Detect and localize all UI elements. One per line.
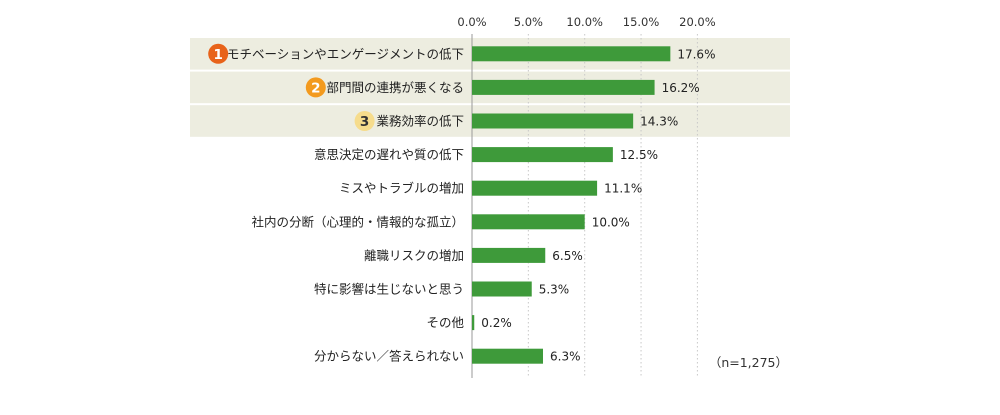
- category-label: その他: [426, 315, 464, 330]
- x-tick-label: 5.0%: [514, 15, 543, 29]
- bar: [472, 281, 532, 297]
- category-label: 分からない／答えられない: [314, 349, 464, 364]
- x-tick-label: 10.0%: [566, 15, 603, 29]
- value-label: 6.5%: [552, 249, 583, 263]
- value-label: 0.2%: [481, 316, 512, 330]
- rank-badge-label: 2: [311, 80, 320, 96]
- bar: [472, 247, 546, 263]
- bar: [472, 46, 671, 62]
- category-label: 意思決定の遅れや質の低下: [314, 147, 464, 162]
- category-label: 部門間の連携が悪くなる: [326, 80, 464, 95]
- category-label: 社内の分断（心理的・情報的な孤立）: [251, 214, 464, 229]
- value-label: 11.1%: [604, 182, 642, 196]
- value-label: 6.3%: [550, 350, 581, 364]
- category-label: ミスやトラブルの増加: [339, 181, 464, 196]
- rank-badge-label: 1: [213, 47, 222, 63]
- value-label: 12.5%: [620, 148, 658, 162]
- rank-badge: 2: [305, 77, 326, 98]
- rank-badge-circle: [208, 43, 229, 64]
- value-label: 5.3%: [539, 283, 570, 297]
- category-label: 離職リスクの増加: [364, 248, 464, 263]
- category-label: 業務効率の低下: [376, 114, 464, 129]
- x-tick-label: 0.0%: [457, 15, 486, 29]
- x-tick-label: 15.0%: [623, 15, 660, 29]
- value-label: 16.2%: [662, 81, 700, 95]
- value-label: 10.0%: [592, 215, 630, 229]
- rank-badge-label: 3: [360, 114, 369, 130]
- sample-size-note: （n=1,275）: [709, 355, 788, 370]
- bar: [472, 113, 634, 129]
- value-label: 14.3%: [640, 115, 678, 129]
- bar: [472, 180, 598, 196]
- category-label: モチベーションやエンゲージメントの低下: [227, 46, 464, 61]
- bar: [472, 348, 544, 364]
- rank-badge: 1: [208, 43, 229, 64]
- bar: [472, 315, 475, 331]
- bar: [472, 214, 585, 230]
- bar: [472, 79, 655, 95]
- rank-badge-circle: [354, 111, 375, 131]
- rank-badge: 3: [354, 111, 375, 131]
- value-label: 17.6%: [677, 47, 715, 61]
- x-tick-label: 20.0%: [679, 15, 716, 29]
- bar: [472, 147, 613, 163]
- category-label: 特に影響は生じないと思う: [314, 282, 464, 297]
- rank-badge-circle: [305, 77, 326, 98]
